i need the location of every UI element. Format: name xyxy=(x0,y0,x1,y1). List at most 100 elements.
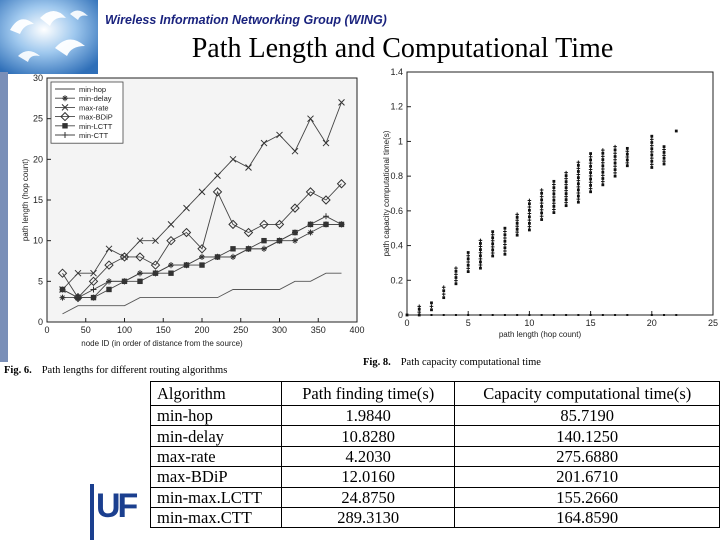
header-path-finding-time: Path finding time(s) xyxy=(280,381,456,406)
chart2-y-tick-label: 0.8 xyxy=(390,171,403,181)
side-accent-bar xyxy=(0,72,8,362)
chart2-data-point xyxy=(515,221,519,225)
chart1-legend-marker xyxy=(60,111,70,122)
chart2-data-point xyxy=(662,153,666,158)
chart2-data-point xyxy=(576,185,581,189)
chart2-cluster xyxy=(588,152,593,316)
algorithm-cell: min-delay xyxy=(150,425,282,447)
chart2-data-point xyxy=(564,186,568,190)
chart1-legend-label: min-hop xyxy=(79,85,106,94)
chart2-data-point xyxy=(417,310,422,314)
chart2-data-point xyxy=(540,314,543,316)
chart1-series-min-hop xyxy=(62,272,342,315)
chart2-data-point xyxy=(552,195,556,199)
chart2-data-point xyxy=(515,227,519,231)
chart2-data-point xyxy=(503,229,507,234)
chart2-data-point xyxy=(576,170,580,173)
chart2-data-point xyxy=(576,178,581,183)
chart2-data-point xyxy=(601,177,605,180)
chart1-data-point xyxy=(181,227,192,238)
fig8-caption: Fig. 8. Path capacity computational time xyxy=(363,357,541,368)
chart2-data-point xyxy=(625,149,630,154)
chart2-data-point xyxy=(454,272,458,277)
chart2-cluster xyxy=(417,304,422,317)
chart2-data-point xyxy=(454,278,458,283)
chart2-data-point xyxy=(539,201,544,205)
fig6-number: Fig. 6. xyxy=(4,365,32,376)
table-row: min-delay 10.8280 140.1250 xyxy=(150,425,720,447)
chart2-data-point xyxy=(662,151,666,154)
chart1-y-tick-label: 20 xyxy=(33,154,43,164)
chart1-data-point xyxy=(230,253,236,260)
chart2-data-point xyxy=(613,161,617,165)
chart2-cluster xyxy=(674,129,678,316)
chart2-data-point xyxy=(588,186,593,191)
chart1-x-tick-label: 250 xyxy=(233,325,248,335)
chart2-data-point xyxy=(613,155,617,158)
chart2-data-point xyxy=(589,171,592,175)
chart1-data-point xyxy=(152,237,159,245)
chart2-data-point xyxy=(625,161,630,165)
chart2-data-point xyxy=(576,200,580,204)
path-time-cell: 289.3130 xyxy=(280,506,456,529)
capacity-time-cell: 85.7190 xyxy=(454,404,720,427)
chart2-data-point xyxy=(539,194,544,199)
chart1-data-point xyxy=(168,262,174,269)
chart2-data-point xyxy=(552,192,556,196)
chart2-data-point xyxy=(588,161,593,165)
chart2-cluster xyxy=(515,212,519,316)
chart2-data-point xyxy=(478,263,483,267)
chart2-data-point xyxy=(442,296,446,300)
capacity-time-cell: 275.6880 xyxy=(454,445,720,468)
chart2-data-point xyxy=(625,158,629,162)
chart2-data-point xyxy=(540,218,544,221)
chart2-cluster xyxy=(650,134,654,316)
chart1-data-point xyxy=(322,139,330,147)
chart2-x-tick-label: 15 xyxy=(586,318,596,328)
chart1-data-point xyxy=(199,262,205,268)
table-row: min-max.CTT 289.3130 164.8590 xyxy=(150,506,720,529)
chart2-cluster xyxy=(552,179,556,316)
chart2-data-point xyxy=(601,148,605,152)
chart2-data-point xyxy=(625,146,629,150)
chart1-legend-marker xyxy=(62,132,68,138)
chart2-data-point xyxy=(528,228,531,232)
chart2-data-point xyxy=(662,147,666,152)
chart2-data-point xyxy=(479,266,482,270)
group-name-header: Wireless Information Networking Group (W… xyxy=(105,13,387,27)
chart2-data-point xyxy=(466,253,470,258)
chart2-y-tick-label: 0 xyxy=(398,310,403,320)
chart2-data-point xyxy=(564,198,568,202)
chart2-data-point xyxy=(601,314,604,316)
chart1-data-point xyxy=(259,219,269,230)
chart1-x-tick-label: 100 xyxy=(117,325,132,335)
chart1-data-point xyxy=(59,294,66,301)
chart2-data-point xyxy=(479,314,482,316)
chart2-data-point xyxy=(466,266,470,271)
chart1-series-min-CTT xyxy=(59,213,345,301)
chart2-data-point xyxy=(576,191,581,195)
chart2-data-point xyxy=(650,162,654,167)
chart2-data-point xyxy=(564,188,568,193)
chart2-data-point xyxy=(613,151,617,155)
chart2-data-point xyxy=(478,257,483,261)
path-time-cell: 4.2030 xyxy=(280,445,456,468)
chart1-data-point xyxy=(197,244,207,254)
chart1-data-point xyxy=(59,286,66,293)
path-time-cell: 12.0160 xyxy=(280,466,456,488)
chart2-data-point xyxy=(539,207,544,212)
chart2-data-point xyxy=(479,242,482,245)
timing-table-container: Algorithm Path finding time(s) Capacity … xyxy=(150,381,720,530)
chart1-data-point xyxy=(261,237,267,244)
chart2-data-point xyxy=(527,224,532,229)
chart2-data-point xyxy=(540,198,544,202)
chart2-data-point xyxy=(527,211,532,216)
chart2-data-point xyxy=(564,192,568,196)
chart1-data-point xyxy=(214,172,221,179)
chart1-data-point xyxy=(338,221,345,228)
chart1-x-tick-label: 0 xyxy=(44,325,49,335)
chart1-data-point xyxy=(168,270,174,276)
chart2-data-point xyxy=(552,188,556,193)
chart2-data-point xyxy=(576,163,580,167)
chart2-data-point xyxy=(515,233,519,237)
